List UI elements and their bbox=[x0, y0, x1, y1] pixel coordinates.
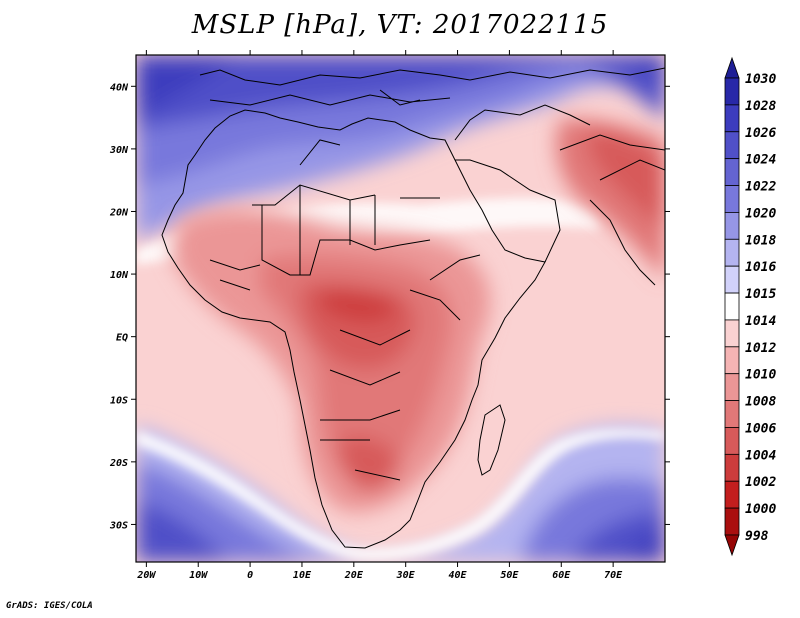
colorbar-label: 1016 bbox=[745, 260, 776, 275]
colorbar-label: 998 bbox=[745, 529, 769, 544]
longitude-axis: 20W 10W 0 10E 20E 30E 40E 50E 60E 70E bbox=[136, 50, 623, 581]
lat-tick-label: 10S bbox=[110, 395, 128, 406]
lat-tick-label: 40N bbox=[110, 82, 129, 93]
lon-tick-label: 50E bbox=[500, 570, 519, 581]
lon-tick-label: 0 bbox=[247, 570, 253, 581]
lon-tick-label: 40E bbox=[449, 570, 468, 581]
lat-tick-label: 20S bbox=[109, 458, 128, 469]
colorbar-swatch bbox=[724, 480, 740, 509]
colorbar-swatch bbox=[724, 373, 740, 401]
lon-tick-label: 70E bbox=[604, 570, 623, 581]
colorbar-label: 1020 bbox=[745, 206, 776, 221]
colorbar-label: 1008 bbox=[745, 395, 776, 410]
colorbar-swatch bbox=[724, 265, 740, 294]
colorbar-label: 1026 bbox=[745, 126, 776, 141]
lon-tick-label: 20W bbox=[136, 570, 156, 581]
colorbar-label: 1012 bbox=[745, 341, 776, 356]
colorbar-label: 1014 bbox=[745, 314, 776, 329]
lat-tick-label: 10N bbox=[110, 270, 129, 281]
colorbar-swatch bbox=[724, 212, 740, 240]
plot-frame bbox=[135, 54, 666, 563]
colorbar-swatch bbox=[724, 427, 740, 455]
colorbar-top-arrow bbox=[724, 56, 740, 79]
colorbar-label: 1015 bbox=[745, 287, 776, 302]
lon-tick-label: 60E bbox=[552, 570, 571, 581]
colorbar-label: 1006 bbox=[745, 421, 776, 436]
colorbar-bottom-arrow bbox=[724, 534, 740, 557]
coastlines bbox=[161, 67, 665, 549]
credit-label: GrADS: IGES/COLA bbox=[6, 601, 93, 611]
colorbar-swatch bbox=[724, 185, 740, 213]
pressure-field bbox=[136, 55, 665, 562]
colorbar-swatch bbox=[724, 507, 740, 536]
map-title: MSLP [hPa], VT: 2017022115 bbox=[191, 10, 609, 40]
colorbar: 1030 1028 1026 1024 1022 1020 1018 1016 1015 1014… bbox=[724, 56, 776, 557]
colorbar-label: 1010 bbox=[745, 368, 776, 383]
lat-tick-label: 20N bbox=[109, 207, 129, 218]
colorbar-label: 1030 bbox=[745, 72, 776, 87]
colorbar-swatch bbox=[724, 77, 740, 106]
colorbar-swatch bbox=[724, 292, 740, 321]
latitude-axis: 40N 30N 20N 10N EQ 10S 20S 30S bbox=[109, 82, 670, 531]
colorbar-swatch bbox=[724, 104, 740, 133]
colorbar-label: 1024 bbox=[745, 153, 776, 168]
colorbar-label: 1018 bbox=[745, 233, 776, 248]
colorbar-label: 1004 bbox=[745, 448, 776, 463]
colorbar-swatch bbox=[724, 346, 740, 375]
colorbar-swatch bbox=[724, 400, 740, 428]
colorbar-swatch bbox=[724, 319, 740, 348]
lat-tick-label: 30S bbox=[109, 520, 128, 531]
lon-tick-label: 20E bbox=[344, 570, 364, 581]
colorbar-label: 1002 bbox=[745, 475, 776, 490]
colorbar-swatch bbox=[724, 131, 740, 160]
lon-tick-label: 10W bbox=[189, 570, 208, 581]
colorbar-swatch bbox=[724, 238, 740, 267]
colorbar-label: 1022 bbox=[745, 180, 776, 195]
lat-tick-label: EQ bbox=[116, 333, 128, 344]
colorbar-label: 1028 bbox=[745, 99, 776, 114]
lon-tick-label: 10E bbox=[293, 570, 312, 581]
lon-tick-label: 30E bbox=[396, 570, 416, 581]
colorbar-swatch bbox=[724, 453, 740, 482]
lat-tick-label: 30N bbox=[109, 145, 129, 156]
colorbar-label: 1000 bbox=[745, 502, 776, 517]
colorbar-swatch bbox=[724, 158, 740, 186]
